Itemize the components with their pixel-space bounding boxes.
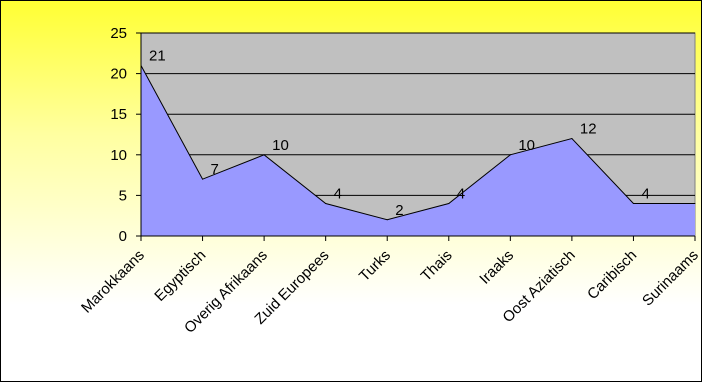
category-label: Thais [418,247,456,285]
category-label: Surinaams [639,247,702,310]
y-tick-label: 0 [119,228,127,245]
y-tick-label: 10 [110,147,127,164]
data-point [202,178,204,180]
data-label: 4 [334,186,342,203]
data-point [694,203,696,205]
data-label: 7 [211,161,219,178]
data-point [509,154,511,156]
area-line [140,65,695,221]
y-tick-labels: 0 5 10 15 20 25 [110,25,127,245]
data-point [386,219,388,221]
data-labels: 21710424101244 [149,47,650,219]
category-label: Marokkaans [78,247,148,317]
data-label: 2 [395,202,403,219]
data-label: 21 [149,47,166,64]
data-label: 10 [272,137,289,154]
data-point [448,203,450,205]
area-fill [141,65,695,236]
data-point [263,154,265,156]
category-label: Turks [356,247,394,285]
axes [136,32,696,241]
y-tick-label: 20 [110,66,127,83]
data-label: 10 [518,137,535,154]
y-tick-label: 5 [119,187,127,204]
data-label: 4 [641,186,649,203]
data-label: 4 [457,186,465,203]
y-tick-label: 25 [110,25,127,42]
data-point [632,203,634,205]
y-tick-label: 15 [110,106,127,123]
category-label: Iraaks [476,247,517,288]
data-label: 12 [580,121,597,138]
data-point [325,203,327,205]
category-label: Caribisch [584,247,640,303]
data-point [571,138,573,140]
category-label: Egyptisch [151,247,209,305]
